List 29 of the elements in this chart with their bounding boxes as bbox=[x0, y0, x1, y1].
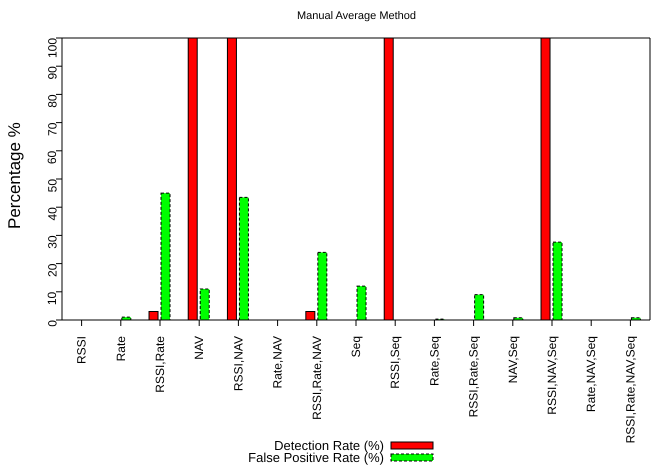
x-tick-label: RSSI,Rate,Seq bbox=[466, 336, 481, 418]
y-tick-label: 60 bbox=[45, 150, 60, 164]
x-tick-label: Rate bbox=[114, 336, 128, 362]
x-tick-label: NAV bbox=[192, 336, 206, 360]
x-tick-label: RSSI,NAV,Seq bbox=[545, 336, 559, 415]
x-tick-label: RSSI,Seq bbox=[388, 336, 402, 389]
y-tick-label: 10 bbox=[45, 291, 60, 306]
x-tick-label: Rate,Seq bbox=[427, 336, 442, 386]
x-tick-label: RSSI,Rate,NAV,Seq bbox=[623, 336, 638, 444]
y-tick-label: 50 bbox=[45, 178, 60, 192]
y-tick-label: 70 bbox=[45, 122, 60, 136]
x-tick-label: NAV,Seq bbox=[506, 336, 520, 384]
chart-title: Manual Average Method bbox=[296, 10, 418, 22]
x-tick-label: Rate,NAV bbox=[270, 336, 285, 388]
y-tick-label: 30 bbox=[45, 235, 60, 249]
y-axis-title: Percentage % bbox=[5, 122, 24, 229]
y-tick-label: 40 bbox=[45, 206, 60, 221]
legend-label: Detection Rate (%) bbox=[274, 438, 384, 453]
y-tick-label: 0 bbox=[45, 320, 60, 327]
y-tick-label: 80 bbox=[45, 94, 60, 108]
x-tick-label: Rate,NAV,Seq bbox=[584, 336, 598, 412]
x-tick-label: RSSI bbox=[74, 336, 89, 364]
y-tick-label: 90 bbox=[45, 66, 60, 80]
x-tick-label: Seq bbox=[349, 336, 363, 358]
y-tick-label: 100 bbox=[45, 38, 60, 58]
x-tick-label: RSSI,Rate bbox=[153, 336, 167, 393]
y-tick-label: 20 bbox=[45, 263, 60, 277]
x-tick-label: RSSI,Rate,NAV bbox=[310, 336, 324, 420]
x-tick-label: RSSI,NAV bbox=[231, 336, 246, 392]
